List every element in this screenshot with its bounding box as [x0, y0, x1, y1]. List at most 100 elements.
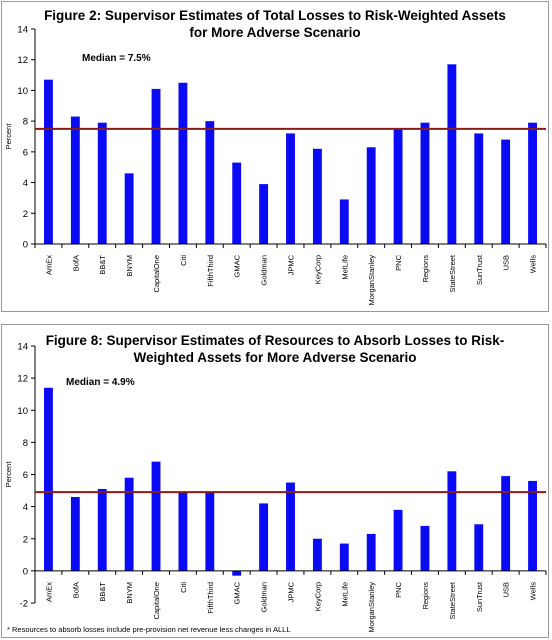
category-label: Goldman: [260, 582, 269, 612]
y-tick-label: 0: [23, 240, 28, 251]
y-tick-label: 0: [23, 566, 28, 577]
category-label: GMAC: [233, 581, 242, 604]
bar: [420, 122, 430, 244]
bar: [70, 496, 80, 571]
bar: [474, 524, 484, 571]
category-label: MetLife: [340, 255, 349, 280]
category-label: FifthThird: [206, 582, 215, 614]
category-label: FifthThird: [206, 255, 215, 287]
bar: [366, 147, 376, 244]
y-tick-label: 6: [23, 470, 28, 481]
bar: [312, 148, 322, 244]
category-label: KeyCorp: [313, 582, 322, 611]
bar: [178, 82, 188, 244]
y-tick-label: 14: [17, 342, 28, 353]
y-tick-label: 2: [23, 534, 28, 545]
y-axis-label: Percent: [4, 461, 13, 488]
category-label: StateStreet: [448, 581, 457, 619]
category-label: StateStreet: [448, 254, 457, 292]
category-label: CapitalOne: [152, 582, 161, 620]
bar: [528, 480, 537, 571]
category-label: Wells: [529, 255, 538, 273]
y-tick-label: 6: [23, 147, 28, 158]
bar: [528, 122, 537, 244]
chart-panel-figure-8: Figure 8: Supervisor Estimates of Resour…: [1, 324, 549, 638]
y-tick-label: 14: [17, 25, 28, 36]
category-label: SunTrust: [475, 254, 484, 285]
category-label: Regions: [421, 582, 430, 610]
chart-title-line-2: for More Adverse Scenario: [189, 25, 361, 40]
category-label: BB&T: [98, 255, 107, 275]
bar-chart-figure-8: -2 0 2 4 6 8 10 12 14 Percent Median = 4.9% AmEx Bof…: [4, 342, 547, 633]
category-label: Goldman: [260, 255, 269, 285]
chart-title-line-2: Weighted Assets for More Adverse Scenari…: [133, 350, 417, 365]
chart-panel-figure-2: Figure 2: Supervisor Estimates of Total …: [1, 1, 549, 312]
category-label: USB: [502, 255, 511, 270]
bar: [259, 184, 269, 244]
y-tick-label: 8: [23, 117, 28, 128]
bar: [286, 133, 295, 244]
bar: [366, 533, 376, 571]
bar: [151, 88, 161, 245]
bar: [151, 461, 161, 571]
chart-title-line-1: Figure 2: Supervisor Estimates of Total …: [44, 8, 506, 23]
bar: [339, 543, 349, 571]
category-label: CapitalOne: [152, 255, 161, 293]
category-label: BNYM: [125, 255, 134, 277]
bar: [420, 525, 430, 571]
category-label: MorganStanley: [367, 255, 376, 306]
bar: [447, 471, 457, 571]
bar: [97, 488, 107, 571]
bar: [474, 133, 484, 244]
category-label: JPMC: [287, 254, 296, 275]
y-tick-label: 10: [17, 406, 28, 417]
bar: [339, 199, 349, 244]
bar: [124, 477, 134, 571]
bar: [124, 173, 134, 244]
y-tick-label: 10: [17, 86, 28, 97]
bar: [44, 79, 53, 244]
category-label: Regions: [421, 255, 430, 283]
bar: [205, 121, 215, 244]
median-label: Median = 7.5%: [82, 53, 151, 64]
category-label: AmEx: [44, 255, 53, 275]
category-label: JPMC: [287, 581, 296, 602]
category-label: PNC: [394, 581, 403, 597]
y-tick-label: 4: [23, 502, 28, 513]
category-label: AmEx: [44, 582, 53, 602]
category-label: Citi: [179, 582, 188, 593]
bar: [393, 128, 403, 244]
category-label: SunTrust: [475, 581, 484, 612]
bar: [501, 476, 511, 571]
bar: [44, 387, 53, 571]
y-tick-label: 12: [17, 55, 28, 66]
footnote: * Resources to absorb losses include pre…: [7, 625, 291, 634]
bar: [97, 122, 107, 244]
bar: [447, 64, 457, 244]
bar: [205, 492, 215, 571]
y-tick-label: 8: [23, 438, 28, 449]
category-label: MorganStanley: [367, 582, 376, 633]
category-label: BB&T: [98, 582, 107, 602]
bar: [232, 162, 242, 244]
category-label: Wells: [529, 582, 538, 600]
y-tick-label: -2: [20, 599, 28, 610]
category-label: BofA: [71, 582, 80, 598]
bar: [178, 492, 188, 571]
category-label: Citi: [179, 255, 188, 266]
category-label: BofA: [71, 255, 80, 271]
category-label: PNC: [394, 254, 403, 270]
bar: [70, 116, 80, 244]
bar: [232, 570, 242, 576]
bar: [501, 139, 511, 244]
category-label: USB: [502, 582, 511, 597]
bar: [286, 482, 295, 571]
y-tick-label: 2: [23, 209, 28, 220]
category-label: MetLife: [340, 582, 349, 607]
category-label: GMAC: [233, 254, 242, 277]
y-axis-label: Percent: [4, 123, 13, 150]
bar-chart-figure-2: 0 2 4 6 8 10 12 14 Percent Median = 7.5% AmEx BofA B…: [4, 25, 547, 306]
category-label: BNYM: [125, 582, 134, 604]
chart-title-line-1: Figure 8: Supervisor Estimates of Resour…: [45, 333, 505, 348]
bar: [312, 538, 322, 571]
